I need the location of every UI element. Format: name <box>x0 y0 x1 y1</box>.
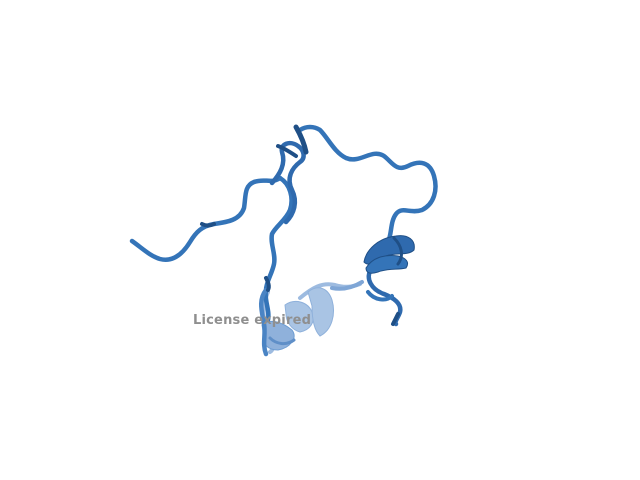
coil-left-strand <box>266 178 292 320</box>
license-watermark: License expired <box>193 313 311 328</box>
coil-n-terminal <box>132 178 280 260</box>
coil-top-right <box>300 127 436 242</box>
helix-right <box>364 236 414 274</box>
helix-lower-band-3 <box>308 288 334 336</box>
hairpin-dark-3 <box>202 224 214 226</box>
